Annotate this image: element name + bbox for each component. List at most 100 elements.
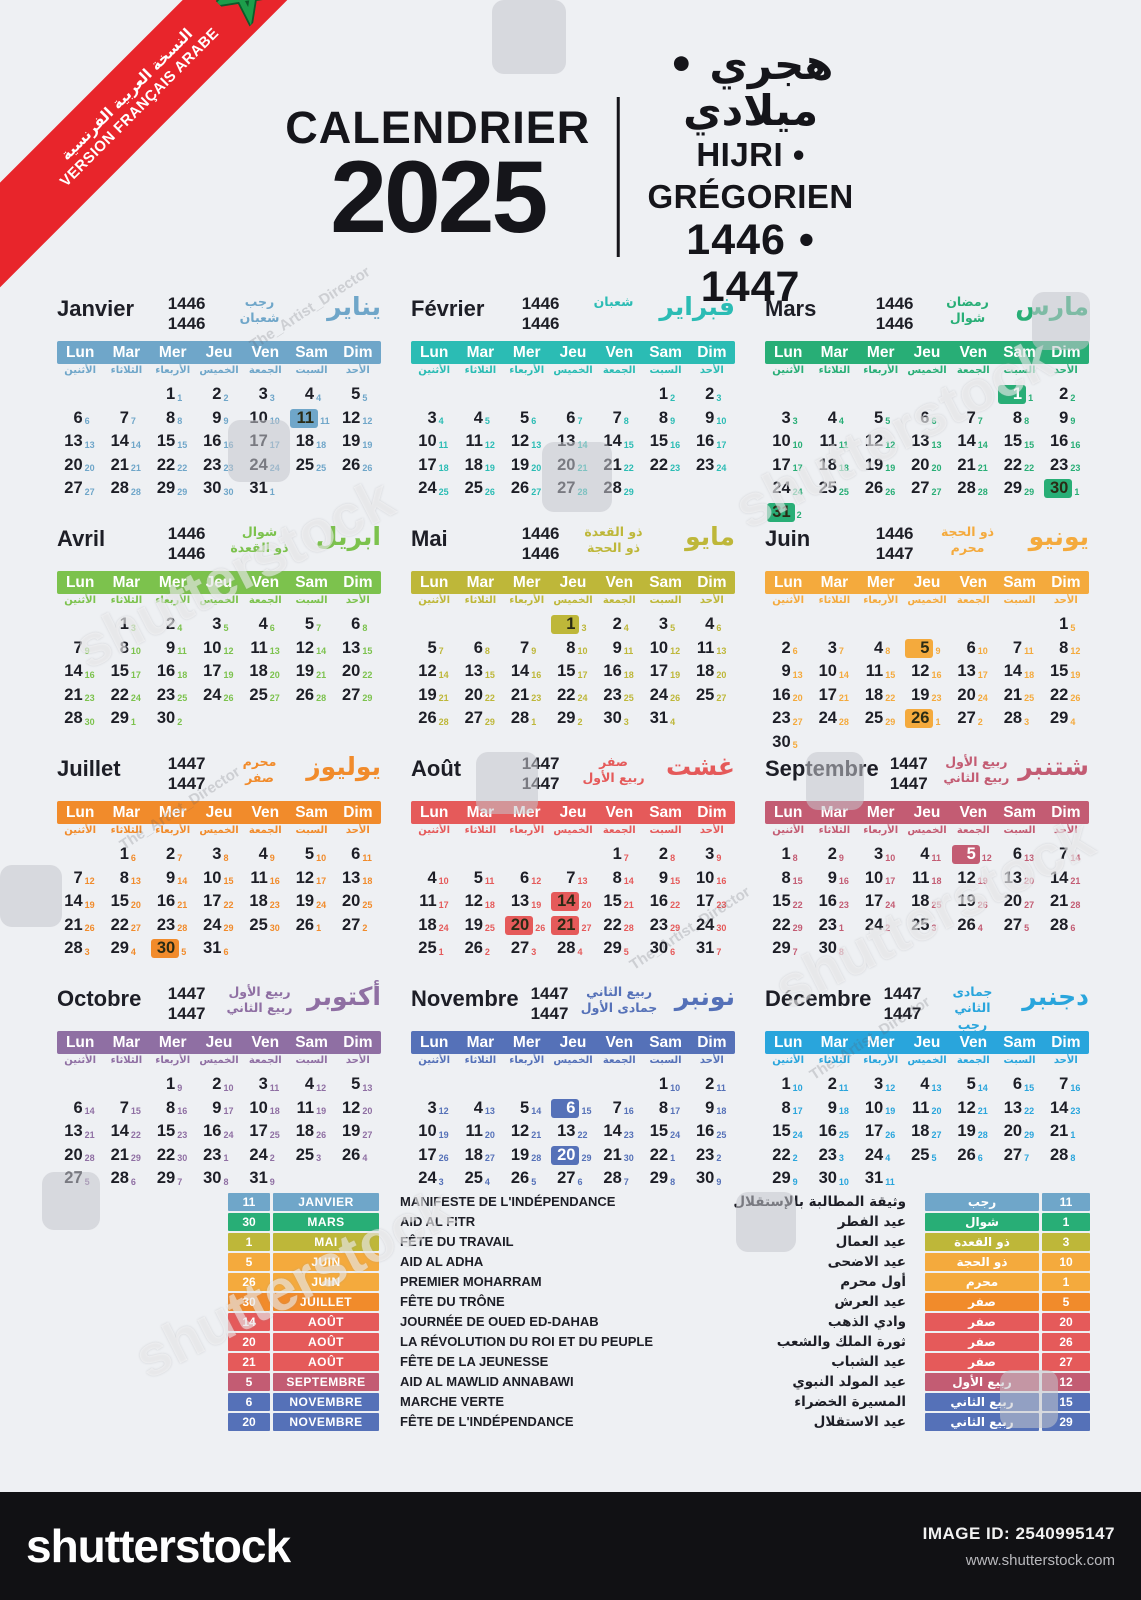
gregorian-date: 17 <box>695 892 715 911</box>
weekday-ar: الأثنين <box>418 1055 451 1066</box>
date-cell: 24 3 <box>411 1167 457 1191</box>
gregorian-date: 3 <box>427 1098 437 1117</box>
date-cell: 15 22 <box>765 890 811 914</box>
gregorian-date: 29 <box>110 939 129 958</box>
gregorian-date: 29 <box>1049 709 1069 728</box>
gregorian-date: 28 <box>603 1169 622 1188</box>
gregorian-date: 9 <box>705 408 715 427</box>
holiday-date: 6 <box>551 1098 580 1118</box>
weekday-ar: الأحد <box>1053 365 1078 376</box>
weekday-row-arabic: الأثنين الثلاثاء الأربعاء الخميس الجمعة السبت… <box>411 365 735 380</box>
hijri-month-name: رمضان <box>946 294 989 309</box>
hijri-date: 8 <box>223 1176 229 1187</box>
hijri-date: 2 <box>885 923 891 934</box>
legend-day-arabic: 27 <box>1042 1353 1090 1371</box>
date-cell: 14 16 <box>504 660 550 684</box>
date-cell: 28 28 <box>103 477 149 501</box>
weekday-ar: الجمعة <box>602 825 636 836</box>
gregorian-date: 1 <box>658 385 669 404</box>
weekday-fr: Jeu <box>913 343 941 361</box>
hijri-date: 18 <box>623 669 634 680</box>
weekday-fr: Sam <box>649 803 682 821</box>
gregorian-date: 3 <box>427 408 437 427</box>
hijri-year: 1446 <box>167 313 206 333</box>
date-cell: 8 16 <box>150 1097 196 1121</box>
hijri-date: 29 <box>177 486 188 497</box>
gregorian-date: 20 <box>64 1145 83 1164</box>
hijri-date: 14 <box>623 876 634 887</box>
date-cell: 31 6 <box>196 937 242 961</box>
hijri-years: 1447 1447 <box>154 752 219 793</box>
weekday-bar: Lun Mar Mer Jeu Ven Sam Dim <box>57 341 381 364</box>
gregorian-date: 29 <box>156 1169 176 1188</box>
date-cell: 17 24 <box>858 890 904 914</box>
hijri-month-name: شعبان <box>239 310 280 326</box>
month-header: Décembre 1447 1447 جمادى الثاني رجب دجنبر <box>765 982 1089 1032</box>
gregorian-date: 1 <box>781 845 791 864</box>
gregorian-date: 17 <box>649 662 669 681</box>
gregorian-date: 2 <box>166 845 176 864</box>
hijri-date: 16 <box>670 439 681 450</box>
gregorian-date: 28 <box>603 479 622 498</box>
weekday-fr: Mar <box>466 1033 495 1051</box>
hijri-date: 5 <box>531 1176 537 1187</box>
legend-day-arabic: 15 <box>1042 1393 1090 1411</box>
date-cell: 30 8 <box>811 937 857 961</box>
weekday-fr: Ven <box>251 803 280 821</box>
legend-day: 20 <box>228 1333 270 1351</box>
hijri-date: 3 <box>1024 716 1030 727</box>
hijri-date: 8 <box>484 646 490 657</box>
hijri-date: 20 <box>931 463 942 474</box>
gregorian-date: 9 <box>612 638 622 657</box>
hijri-date: 9 <box>838 852 844 863</box>
weekday-fr: Jeu <box>913 803 941 821</box>
date-cell: 21 21 <box>103 454 149 478</box>
gregorian-date: 28 <box>1003 709 1023 728</box>
gregorian-date: 5 <box>473 868 483 887</box>
hijri-year: 1446 <box>167 294 206 313</box>
hijri-month-name: محرم <box>950 540 985 556</box>
hijri-date: 7 <box>130 416 136 427</box>
gregorian-date: 15 <box>1003 432 1023 451</box>
date-cell: 2 10 <box>196 1073 242 1097</box>
weekday-ar: الأربعاء <box>509 365 545 376</box>
hijri-date: 15 <box>581 1106 592 1117</box>
hijri-year: 1446 <box>875 313 914 333</box>
date-cell: 25 3 <box>904 914 950 938</box>
hijri-date: 20 <box>792 693 803 704</box>
weekday-fr: Sam <box>1003 803 1036 821</box>
weekday-fr: Lun <box>65 1033 95 1051</box>
date-cell: 9 18 <box>811 1097 857 1121</box>
date-cell: 4 11 <box>904 843 950 867</box>
date-cell: 18 18 <box>811 454 857 478</box>
legend-row-ar: عيد الاستقلال ربيع الثاني 29 <box>630 1413 1090 1431</box>
hijri-date: 22 <box>885 693 896 704</box>
hijri-date: 1 <box>316 923 322 934</box>
hijri-date: 7 <box>977 416 983 427</box>
gregorian-date: 18 <box>464 1145 483 1164</box>
weekday-fr: Mar <box>466 573 495 591</box>
hijri-date: 14 <box>438 669 449 680</box>
hijri-month-name: جمادى الثاني <box>952 984 993 1016</box>
shutterstock-link[interactable]: www.shutterstock.com <box>965 1551 1115 1569</box>
gregorian-date: 15 <box>1049 662 1069 681</box>
hijri-date: 3 <box>84 946 90 957</box>
date-cell: 30 10 <box>811 1167 857 1191</box>
gregorian-date: 12 <box>341 1098 361 1117</box>
hijri-date: 28 <box>438 716 449 727</box>
hijri-date: 26 <box>885 1129 896 1140</box>
gregorian-date: 2 <box>612 615 622 634</box>
hijri-date: 12 <box>223 646 234 657</box>
gregorian-date: 20 <box>64 455 83 474</box>
date-cell: 11 13 <box>689 637 735 661</box>
legend-month-arabic: شوال <box>925 1213 1039 1231</box>
date-cell: 22 23 <box>642 454 688 478</box>
hijri-year: 1447 <box>889 754 928 773</box>
hijri-date: 10 <box>885 852 896 863</box>
hijri-date: 8 <box>1024 416 1030 427</box>
gregorian-date: 22 <box>772 1145 791 1164</box>
